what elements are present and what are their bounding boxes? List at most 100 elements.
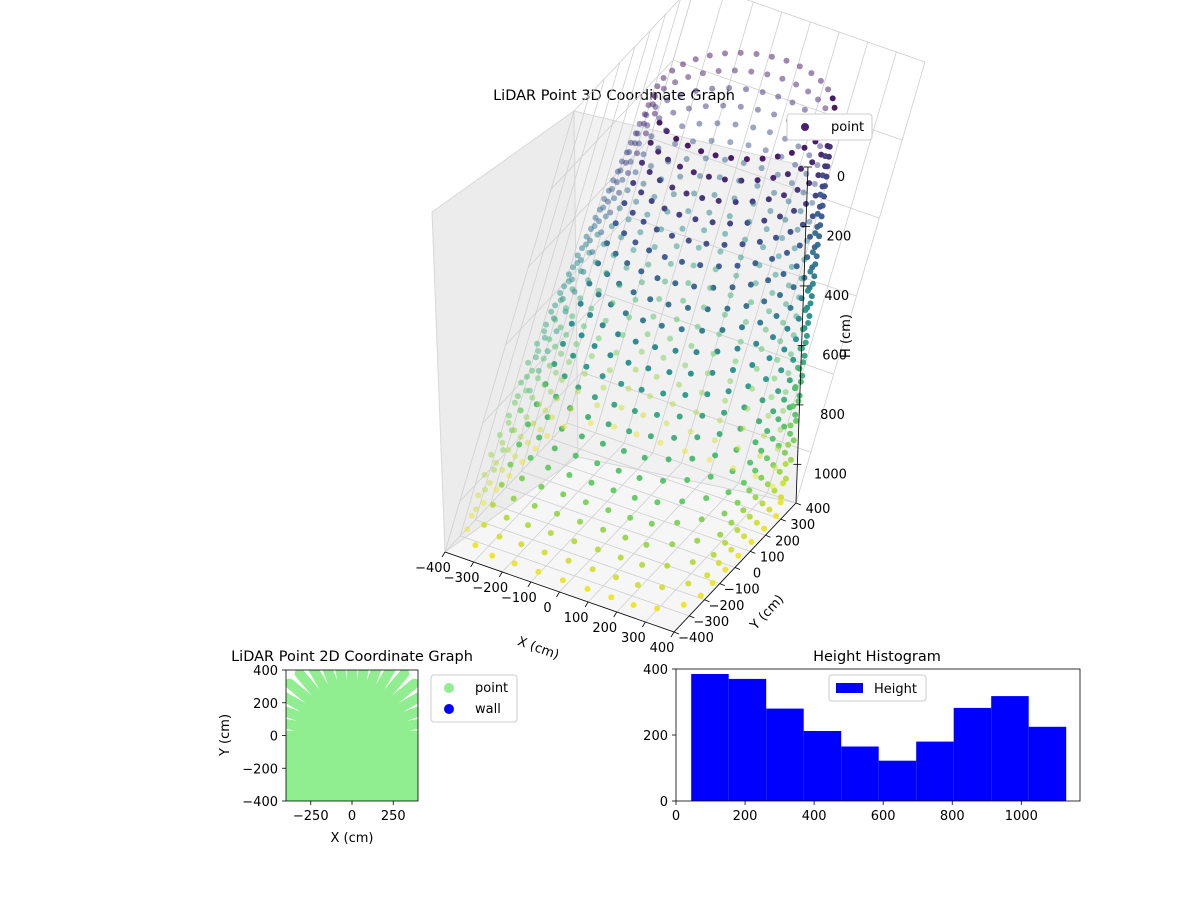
point-3d-313	[503, 514, 510, 521]
y-tick-3d-8	[795, 502, 802, 506]
z-tick-label-3d-2: 400	[824, 289, 849, 304]
point-3d-334	[812, 261, 819, 268]
point-3d-744	[660, 354, 667, 361]
point-3d-705	[530, 420, 537, 427]
point-3d-664	[702, 103, 709, 110]
point-3d-140	[787, 228, 794, 235]
point-3d-661	[726, 213, 733, 220]
point-3d-517	[493, 459, 500, 466]
point-3d-575	[669, 67, 676, 74]
point-3d-561	[711, 437, 718, 444]
point-3d-287	[684, 142, 691, 149]
point-2d-556	[286, 706, 290, 717]
x-tick-label-2d-2: 250	[381, 809, 406, 824]
point-3d-240	[815, 172, 822, 179]
point-3d-718	[685, 208, 692, 215]
point-3d-500	[782, 216, 789, 223]
point-3d-737	[563, 331, 570, 338]
point-3d-554	[760, 244, 767, 251]
point-2d-592	[286, 706, 289, 715]
point-3d-729	[577, 295, 584, 302]
point-3d-127	[761, 217, 768, 224]
point-3d-331	[578, 332, 585, 339]
point-3d-239	[615, 331, 622, 338]
point-3d-582	[748, 299, 755, 306]
point-3d-636	[546, 336, 553, 343]
point-2d-514	[335, 670, 345, 673]
point-2d-551	[322, 670, 333, 674]
point-2d-604	[360, 802, 370, 812]
point-3d-278	[766, 506, 773, 513]
point-3d-512	[735, 445, 741, 452]
point-3d-114	[778, 367, 785, 374]
point-3d-421	[544, 348, 551, 355]
point-3d-776	[625, 385, 632, 392]
point-3d-782	[611, 423, 618, 430]
point-3d-73	[693, 349, 700, 356]
point-3d-103	[620, 448, 627, 454]
point-3d-241	[683, 190, 690, 197]
point-3d-329	[570, 352, 577, 359]
point-3d-578	[548, 308, 555, 315]
point-3d-562	[505, 447, 512, 453]
point-3d-560	[499, 466, 506, 473]
point-3d-668	[722, 230, 729, 237]
point-3d-652	[602, 213, 609, 220]
point-3d-13	[698, 516, 705, 523]
x-tick-label-hist-0: 0	[672, 809, 680, 824]
point-3d-156	[741, 533, 748, 540]
point-3d-454	[797, 208, 804, 215]
point-3d-389	[630, 180, 637, 186]
point-3d-623	[656, 115, 663, 122]
point-3d-260	[792, 411, 799, 418]
point-3d-153	[758, 474, 765, 481]
point-2d-629	[273, 718, 283, 728]
point-3d-593	[600, 204, 607, 211]
point-2d-578	[415, 706, 418, 715]
point-3d-602	[746, 218, 753, 225]
grid-floor-y-7	[551, 438, 781, 520]
legend-3d: point	[786, 113, 873, 141]
point-3d-553	[574, 252, 581, 259]
point-3d-343	[629, 209, 636, 216]
point-3d-177	[618, 380, 625, 387]
grid-floor-y-5	[521, 470, 751, 552]
point-3d-660	[594, 231, 601, 238]
grid-floor-y-1	[460, 535, 690, 617]
grid-left-y-7	[551, 0, 681, 440]
x-tick-label-hist-2: 400	[802, 809, 827, 824]
point-3d-683	[648, 163, 654, 169]
point-3d-653	[731, 195, 738, 202]
point-3d-317	[536, 434, 543, 441]
point-2d-1678	[361, 688, 374, 701]
point-3d-547	[652, 93, 658, 100]
point-3d-573	[732, 358, 739, 365]
point-3d-266	[781, 449, 788, 456]
point-3d-297	[632, 239, 639, 246]
point-3d-657	[640, 151, 647, 158]
x-tick-label-3d-6: 200	[592, 621, 617, 636]
point-3d-25	[654, 499, 661, 506]
point-3d-97	[610, 487, 617, 494]
point-3d-283	[511, 560, 518, 567]
point-3d-743	[630, 247, 637, 253]
y-tick-3d-1	[689, 615, 695, 619]
point-3d-128	[780, 271, 787, 277]
point-3d-344	[824, 163, 831, 170]
point-3d-438	[769, 483, 776, 490]
point-3d-534	[762, 326, 769, 333]
point-3d-492	[795, 143, 802, 150]
point-3d-639	[529, 394, 536, 401]
point-3d-179	[715, 197, 722, 204]
point-3d-514	[793, 81, 800, 88]
point-3d-199	[647, 296, 654, 303]
y-tick-label-3d-3: −100	[724, 583, 760, 598]
point-3d-70	[719, 327, 726, 333]
point-3d-113	[678, 326, 685, 333]
point-3d-26	[689, 455, 696, 462]
point-3d-3	[685, 580, 692, 587]
x-tick-3d-4	[556, 591, 560, 598]
point-3d-545	[592, 214, 599, 221]
point-3d-75	[660, 390, 667, 397]
point-3d-50	[740, 479, 747, 486]
